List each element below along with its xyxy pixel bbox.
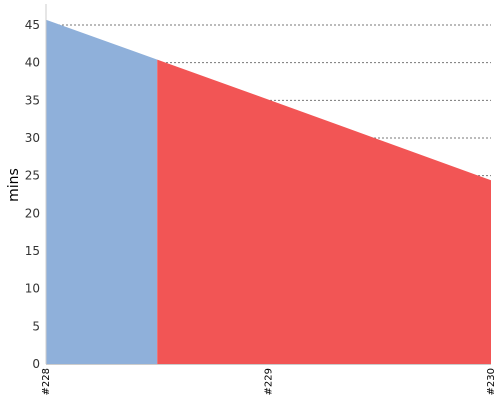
- y-tick-label-45: 45: [25, 18, 40, 32]
- area-regions: [46, 19, 491, 365]
- area-region-failure: [157, 59, 491, 365]
- x-tick-label-228: #228: [41, 368, 52, 395]
- area-region-success: [46, 19, 158, 364]
- x-tick-label-229: #229: [264, 368, 275, 395]
- y-tick-label-0: 0: [32, 357, 40, 371]
- y-tick-label-20: 20: [25, 206, 40, 220]
- y-tick-labels: 0 5 10 15 20 25 30 35 40 45: [25, 18, 40, 371]
- y-tick-label-5: 5: [32, 319, 40, 333]
- y-tick-label-40: 40: [25, 56, 40, 70]
- y-tick-label-30: 30: [25, 131, 40, 145]
- y-tick-label-25: 25: [25, 169, 40, 183]
- x-tick-label-230: #230: [486, 368, 497, 395]
- y-axis-title: mins: [6, 168, 22, 202]
- axes: [45, 4, 491, 365]
- y-tick-label-35: 35: [25, 93, 40, 107]
- y-tick-label-15: 15: [25, 244, 40, 258]
- y-tick-label-10: 10: [25, 282, 40, 296]
- x-tick-labels: #228 #229 #230: [41, 368, 497, 395]
